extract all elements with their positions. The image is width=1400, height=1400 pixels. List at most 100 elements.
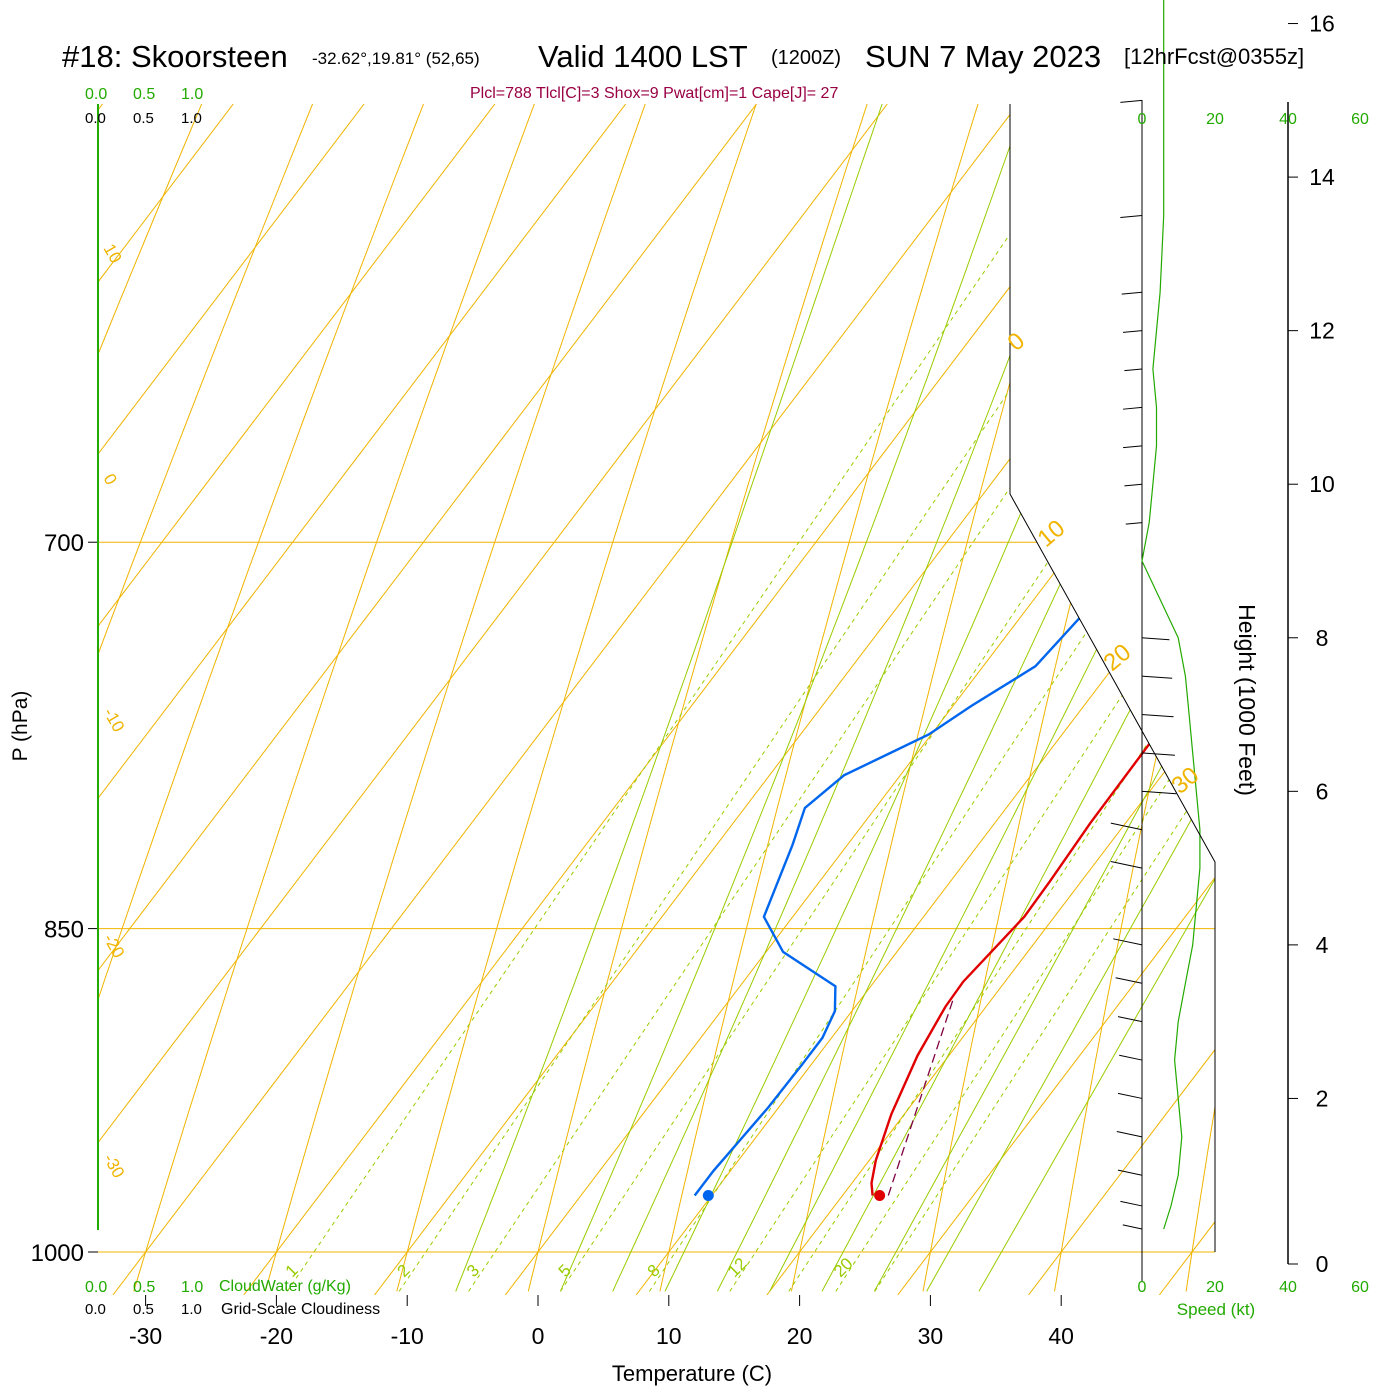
cloud-scale-bottom-black-2: 1.0 bbox=[181, 1301, 202, 1318]
wind-barb bbox=[1116, 1131, 1143, 1138]
station-title: #18: Skoorsteen bbox=[62, 39, 288, 74]
temperature-tick-label: -30 bbox=[129, 1323, 162, 1349]
axis-labels: 2503004005007008501000123581220100-10-20… bbox=[31, 11, 1335, 1349]
wind-barb bbox=[1141, 675, 1173, 679]
isotherm-line bbox=[98, 104, 627, 1295]
mixing-ratio-line bbox=[729, 104, 1215, 1292]
wind-barb bbox=[1120, 99, 1143, 103]
wind-barb bbox=[1141, 752, 1175, 756]
dry-adiabat-line bbox=[98, 104, 1152, 1292]
moist-adiabat-line bbox=[873, 104, 1215, 1292]
surface-dewpoint-dot bbox=[702, 1189, 714, 1201]
valid-time: Valid 1400 LST bbox=[538, 39, 748, 74]
moist-adiabat-line bbox=[926, 104, 1215, 1292]
temperature-tick-label: 30 bbox=[918, 1323, 944, 1349]
moist-adiabat-line bbox=[821, 104, 1215, 1292]
dry-adiabat-label: 0 bbox=[1003, 327, 1031, 356]
isotherm-line bbox=[243, 104, 1150, 1295]
isotherm-line bbox=[98, 104, 365, 1295]
zulu-time: (1200Z) bbox=[771, 47, 841, 69]
speed-tick-top-0: 0 bbox=[1138, 111, 1147, 128]
speed-tick-bottom-2: 40 bbox=[1279, 1279, 1297, 1296]
isotherm-label: -20 bbox=[100, 931, 129, 962]
wind-barb bbox=[1113, 938, 1143, 946]
y-axis-label: P (hPa) bbox=[9, 691, 32, 762]
dry-adiabat-line bbox=[659, 104, 1215, 1292]
forecast-date: SUN 7 May 2023 bbox=[865, 39, 1101, 74]
speed-tick-top-2: 40 bbox=[1279, 111, 1297, 128]
mixing-ratio-label: 3 bbox=[463, 1261, 483, 1281]
wind-barb bbox=[1120, 1200, 1143, 1207]
isotherm-label: -10 bbox=[100, 705, 129, 736]
station-coords: -32.62°,19.81° (52,65) bbox=[312, 49, 480, 68]
height-tick-label: 8 bbox=[1316, 625, 1329, 651]
isotherm-label: 0 bbox=[100, 471, 121, 489]
wind-barb bbox=[1110, 822, 1143, 831]
pressure-tick-label: 850 bbox=[44, 917, 84, 944]
plot-frame bbox=[88, 23, 1298, 1306]
wind-barb bbox=[1141, 637, 1170, 641]
skewt-grid bbox=[98, 0, 1400, 1295]
cloudwater-label: CloudWater (g/Kg) bbox=[219, 1278, 351, 1295]
temperature-tick-label: -10 bbox=[391, 1323, 424, 1349]
dry-adiabat-label: 10 bbox=[1033, 515, 1071, 553]
isotherm-line bbox=[635, 104, 1215, 1295]
wind-barb bbox=[1117, 1092, 1143, 1099]
parcel-trace bbox=[887, 997, 955, 1196]
cloud-scale-top-black-2: 1.0 bbox=[181, 110, 202, 127]
mixing-ratio-label: 12 bbox=[724, 1254, 751, 1281]
dry-adiabat-line bbox=[922, 104, 1215, 1292]
isotherm-line bbox=[504, 104, 1215, 1295]
dry-adiabat-line bbox=[1054, 104, 1215, 1292]
height-tick-label: 12 bbox=[1309, 318, 1335, 344]
isotherm-label: 10 bbox=[100, 241, 126, 267]
isotherm-line bbox=[112, 104, 1019, 1295]
cloud-scale-top-black-0: 0.0 bbox=[85, 110, 106, 127]
dry-adiabat-line bbox=[264, 104, 1215, 1292]
temperature-tick-label: 20 bbox=[787, 1323, 813, 1349]
isotherm-label: -30 bbox=[100, 1151, 129, 1182]
wind-barb bbox=[1110, 861, 1143, 869]
mixing-ratio-label: 8 bbox=[644, 1261, 664, 1281]
wind-barb bbox=[1123, 445, 1143, 449]
dry-adiabat-line bbox=[790, 104, 1215, 1292]
cloud-scale-top-green-0: 0.0 bbox=[85, 86, 107, 103]
wind-barb bbox=[1123, 406, 1143, 410]
dewpoint-trace bbox=[693, 104, 1215, 1197]
isotherm-line bbox=[98, 104, 496, 1295]
mixing-ratio-line bbox=[468, 104, 1215, 1292]
moist-adiabat-line bbox=[455, 104, 1215, 1292]
wind-barb bbox=[1120, 214, 1143, 218]
dry-adiabat-line bbox=[1318, 0, 1400, 1291]
cloud-scale-top-green-1: 0.5 bbox=[133, 86, 155, 103]
isotherm-line bbox=[897, 104, 1215, 1295]
moist-adiabat-line bbox=[978, 104, 1215, 1292]
isotherm-line bbox=[98, 104, 234, 1295]
cloud-scale-bottom-green-1: 0.5 bbox=[133, 1279, 155, 1296]
temperature-tick-label: -20 bbox=[260, 1323, 293, 1349]
plot-right-border bbox=[1009, 104, 1216, 1252]
wind-barb bbox=[1124, 368, 1143, 372]
dry-adiabat-line bbox=[98, 104, 978, 1292]
dry-adiabat-line bbox=[1185, 104, 1215, 1292]
height-tick-label: 16 bbox=[1309, 11, 1335, 37]
cloudiness-label: Grid-Scale Cloudiness bbox=[221, 1301, 380, 1318]
speed-axis-label: Speed (kt) bbox=[1177, 1300, 1255, 1319]
height-axis-label: Height (1000 Feet) bbox=[1234, 604, 1260, 796]
height-tick-label: 10 bbox=[1309, 471, 1335, 497]
dry-adiabat-line bbox=[98, 104, 1065, 1292]
moist-adiabat-line bbox=[612, 104, 1215, 1292]
temperature-tick-label: 10 bbox=[656, 1323, 682, 1349]
moist-adiabat-line bbox=[769, 104, 1215, 1292]
forecast-run: [12hrFcst@0355z] bbox=[1124, 44, 1304, 69]
mixing-ratio-label: 5 bbox=[555, 1261, 575, 1281]
cloud-scale-top-black-1: 0.5 bbox=[133, 110, 154, 127]
speed-tick-top-1: 20 bbox=[1206, 111, 1224, 128]
height-tick-label: 0 bbox=[1316, 1251, 1329, 1277]
cloud-scale-bottom-black-0: 0.0 bbox=[85, 1301, 106, 1318]
isotherm-line bbox=[374, 104, 1215, 1295]
height-tick-label: 4 bbox=[1316, 932, 1329, 958]
wind-barb bbox=[1124, 483, 1143, 487]
wind-barb bbox=[1119, 1054, 1143, 1061]
